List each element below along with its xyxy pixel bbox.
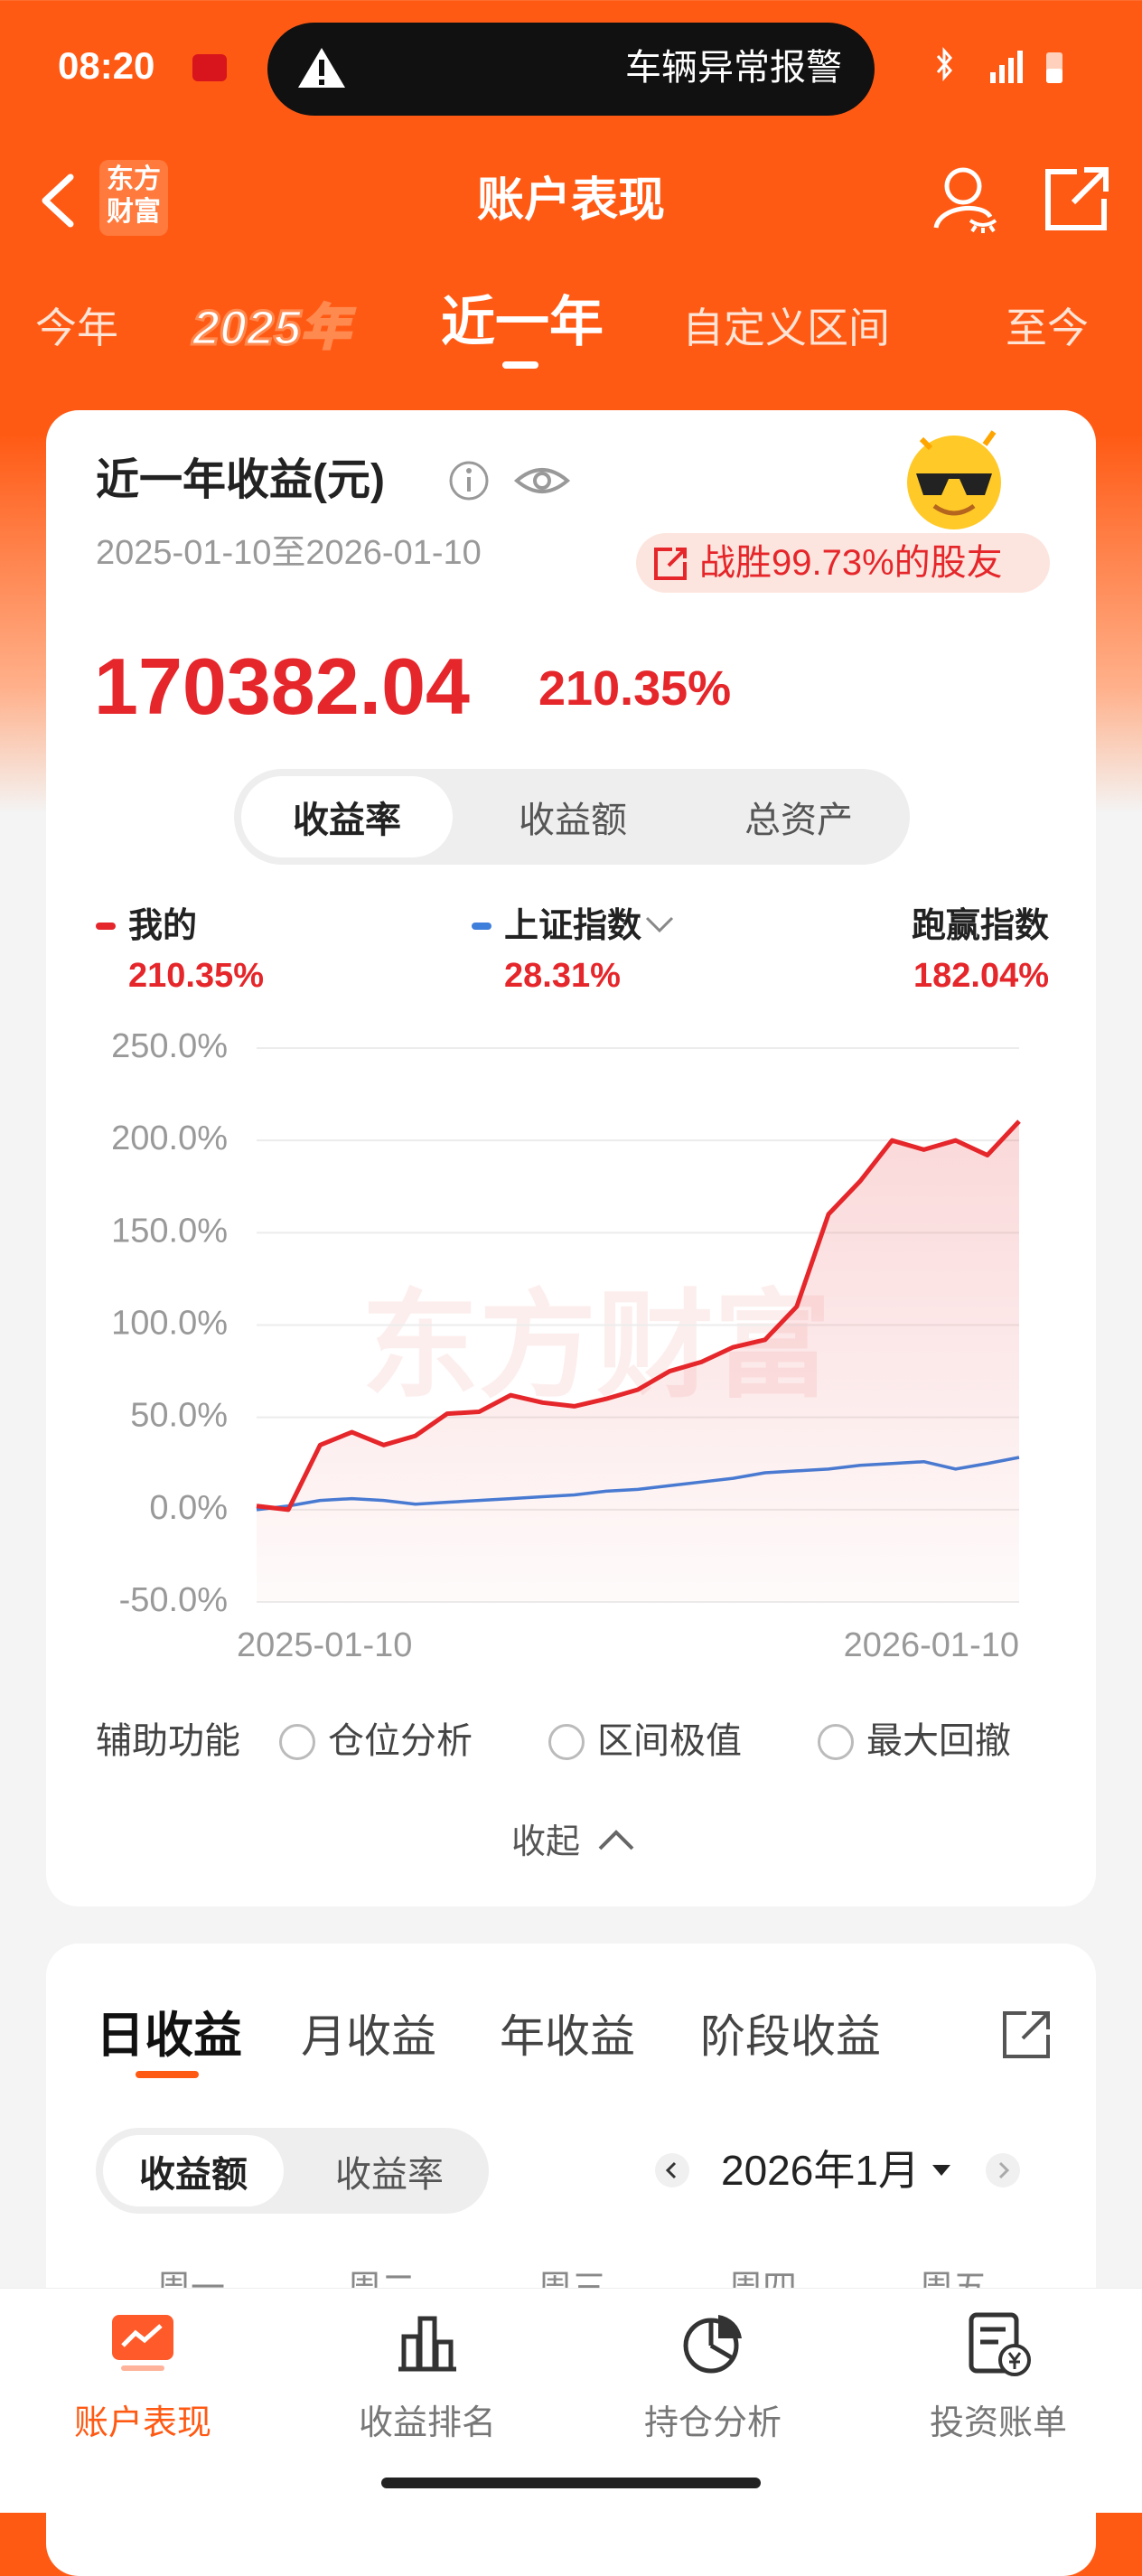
toggle-option[interactable]: 总资产 (744, 801, 853, 840)
toggle-option-selected[interactable]: 收益额 (103, 2135, 284, 2206)
index-dropdown[interactable] (643, 914, 676, 936)
badge-text: 战胜99.73%的股友 (699, 543, 1003, 583)
app-logo: 东方 财富 (99, 160, 168, 236)
logo-line: 财富 (107, 197, 161, 227)
page: 账户表现 {"status_bar": {"time": "08:20", "a… (0, 0, 1142, 2512)
legend-swatch (96, 923, 116, 930)
y-tick-label: 0.0% (149, 1489, 228, 1527)
card-title: 近一年收益(元) (96, 456, 385, 504)
nav-icon (969, 2312, 1031, 2376)
y-tick-label: 200.0% (111, 1119, 228, 1157)
status-app-icon (192, 54, 227, 81)
month-picker[interactable]: 2026年1月 (721, 2147, 920, 2194)
prev-month[interactable] (654, 2152, 690, 2188)
legend-value: 28.31% (504, 957, 621, 995)
tab-indicator (502, 361, 538, 369)
title-icons[interactable] (448, 459, 584, 504)
status-time: 08:20 (58, 44, 155, 87)
radio[interactable] (818, 1724, 854, 1760)
y-tick-label: 50.0% (130, 1397, 228, 1435)
legend-name[interactable]: 上证指数 (504, 907, 642, 945)
alert-pill[interactable] (267, 23, 875, 116)
detail-toggle: 收益额 收益率 (96, 2128, 489, 2214)
period-tab[interactable]: 自定义区间 (682, 304, 890, 351)
profit-rate: 210.35% (538, 661, 732, 716)
badge-icon (654, 548, 687, 580)
toggle-option[interactable]: 收益额 (519, 801, 627, 840)
status-icons (936, 47, 1062, 83)
detail-tab[interactable]: 月收益 (301, 2011, 436, 2062)
nav-icon (398, 2316, 456, 2372)
period-tab[interactable]: 2025年 (191, 300, 351, 357)
nav-icon (112, 2315, 173, 2371)
chart: 东方财富 -50.0%0.0%50.0%100.0%150.0%200.0%25… (111, 1027, 1021, 1664)
detail-tab[interactable]: 年收益 (500, 2011, 635, 2062)
toggle-option[interactable]: 收益率 (335, 2154, 444, 2195)
next-month[interactable] (985, 2152, 1021, 2188)
aux-label: 辅助功能 (96, 1721, 240, 1761)
excess-name: 跑赢指数 (911, 907, 1049, 945)
legend-name: 我的 (128, 907, 198, 945)
aux-option[interactable]: 最大回撤 (866, 1721, 1011, 1761)
excess-value: 182.04% (913, 957, 1049, 995)
profit-amount: 170382.04 (94, 642, 470, 731)
aux-option[interactable]: 仓位分析 (328, 1721, 473, 1761)
radio[interactable] (279, 1724, 315, 1760)
toggle-option-selected[interactable]: 收益率 (241, 776, 453, 857)
month-dropdown[interactable] (931, 2163, 952, 2178)
series-line (256, 1119, 1021, 1513)
share-button[interactable] (1041, 163, 1109, 235)
alert-text: 车辆异常报警 (625, 48, 842, 88)
y-tick-label: 100.0% (111, 1305, 228, 1343)
account-button[interactable] (931, 163, 999, 235)
warning-icon (298, 48, 345, 88)
nav-item[interactable]: 持仓分析 (643, 2404, 782, 2442)
emoji-decoration (907, 430, 1001, 529)
page-title: 账户表现 (476, 174, 665, 227)
y-tick-label: -50.0% (119, 1581, 228, 1619)
collapse-button[interactable]: 收起 (511, 1823, 581, 1861)
legend-swatch (472, 923, 491, 930)
nav-icon (683, 2315, 742, 2374)
logo-line: 东方 (107, 164, 161, 194)
y-tick-label: 150.0% (111, 1212, 228, 1250)
tab-indicator (136, 2071, 199, 2078)
radio[interactable] (548, 1724, 585, 1760)
aux-option[interactable]: 区间极值 (597, 1721, 742, 1761)
screen: 08:20 车辆异常报警 东方 财富 账户表现 今年 2025年 近一年 自定义… (0, 0, 1142, 2512)
collapse-icon (598, 1830, 634, 1850)
nav-item[interactable]: 收益排名 (358, 2404, 496, 2442)
bottom-nav (0, 2288, 1142, 2513)
period-tab[interactable]: 至今 (1006, 304, 1089, 351)
period-tab-selected[interactable]: 近一年 (441, 292, 604, 352)
metric-toggle: 收益率 收益额 总资产 (234, 769, 910, 865)
x-tick-label: 2026-01-10 (844, 1626, 1019, 1664)
nav-item[interactable]: 投资账单 (929, 2404, 1067, 2442)
back-button[interactable] (38, 172, 78, 229)
y-tick-label: 250.0% (111, 1027, 228, 1065)
period-tab[interactable]: 今年 (35, 304, 118, 351)
detail-tab[interactable]: 阶段收益 (700, 2011, 881, 2062)
legend-value: 210.35% (128, 957, 265, 995)
detail-share[interactable] (999, 2008, 1053, 2062)
badge[interactable] (636, 533, 1050, 593)
x-tick-label: 2025-01-10 (237, 1626, 412, 1664)
line-area (257, 1121, 1019, 1602)
home-indicator (381, 2478, 761, 2488)
date-range: 2025-01-10至2026-01-10 (96, 534, 482, 572)
detail-tab-selected[interactable]: 日收益 (96, 2009, 242, 2063)
nav-item-selected[interactable]: 账户表现 (73, 2404, 211, 2442)
